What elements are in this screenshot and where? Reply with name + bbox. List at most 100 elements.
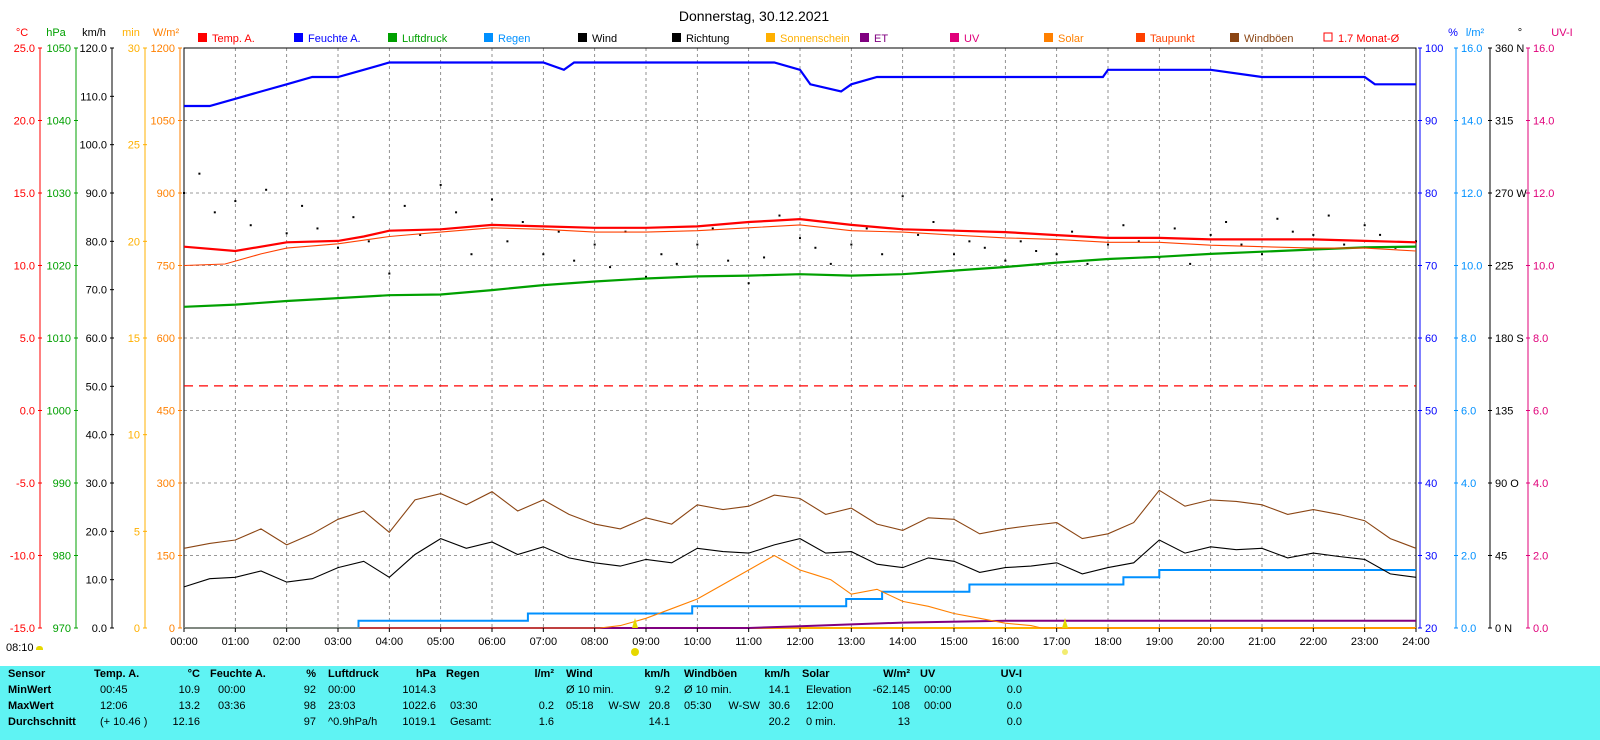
series-line-regen (184, 569, 1416, 629)
axis-tick-label-direction: 225 (1495, 261, 1513, 273)
axis-tick-label-temp: 5.0 (20, 333, 35, 345)
stats-table: Sensor Temp. A. Feuchte A. Luftdruck Regen Wi… (0, 666, 1600, 740)
series-point-richtung (881, 253, 884, 256)
stats-solar-value: -62.145 (872, 684, 910, 696)
stats-humidity-value: 97 (303, 716, 316, 728)
axis-tick-label-sunshine: 15 (128, 333, 140, 345)
series-point-richtung (285, 232, 288, 235)
stats-gust-value: 30.6 (768, 700, 790, 712)
stats-pressure-time: 23:03 (328, 700, 356, 712)
axis-tick-label-uv: 8.0 (1533, 333, 1548, 345)
stats-pressure-value: 1014.3 (402, 684, 436, 696)
series-point-richtung (747, 282, 750, 285)
series-point-richtung (491, 198, 493, 201)
stats-header-4: Regen (446, 668, 480, 680)
series-point-richtung (829, 262, 832, 265)
stats-pressure-time: ^0.9hPa/h (328, 716, 378, 728)
stats-header-8: UV (920, 668, 936, 680)
stats-wind-label: Ø 10 min. (566, 684, 614, 696)
series-point-richtung (265, 188, 268, 191)
stats-row-label: Durchschnitt (8, 716, 76, 728)
series-point-richtung (593, 243, 596, 246)
stats-temp-value: 13.2 (178, 700, 200, 712)
series-point-richtung (403, 204, 406, 207)
axis-tick-label-solar: 1200 (151, 43, 175, 55)
series-line-et (184, 619, 1416, 629)
series-point-richtung (301, 204, 304, 207)
series-point-richtung (1137, 240, 1140, 243)
stats-humidity-time: 03:36 (218, 700, 246, 712)
axis-tick-label-temp: 20.0 (14, 116, 35, 128)
series-point-richtung (1327, 214, 1330, 217)
axis-tick-label-rain: 10.0 (1461, 261, 1482, 273)
series-point-richtung (727, 259, 730, 262)
axis-tick-label-uv: 2.0 (1533, 551, 1548, 563)
series-point-richtung (1276, 217, 1279, 220)
stats-rain-value: 1.6 (538, 716, 554, 728)
series-point-richtung (1071, 230, 1074, 233)
stats-temp-value: 10.9 (178, 684, 200, 696)
series-point-richtung (917, 233, 920, 236)
x-tick-label: 11:00 (735, 636, 762, 648)
axes: °C 25.0 20.0 15.0 10.0 5.0 0.0 -5.0 -10.0 -15.0 hP… (10, 27, 1573, 635)
stats-solar-value: 13 (897, 716, 910, 728)
series-point-richtung (1086, 262, 1089, 265)
series-point-richtung (1209, 233, 1212, 236)
series-point-richtung (470, 253, 473, 256)
x-tick-label: 05:00 (427, 636, 455, 648)
axis-tick-label-direction: 135 (1495, 406, 1513, 418)
axis-tick-label-rain: 6.0 (1461, 406, 1476, 418)
axis-tick-label-humidity: 20 (1425, 623, 1437, 635)
series-point-richtung (419, 233, 422, 236)
stats-uv-time: 00:00 (924, 684, 952, 696)
legend-label-7: ET (874, 33, 888, 45)
axis-tick-label-wind: 30.0 (86, 478, 107, 490)
axis-tick-label-direction: 45 (1495, 551, 1507, 563)
series-point-richtung (455, 211, 458, 214)
stats-header-6: Windböen (684, 668, 738, 680)
axis-tick-label-direction: 0 N (1495, 623, 1512, 635)
legend-label-2: Luftdruck (402, 33, 448, 45)
stats-solar-label: 12:00 (806, 700, 834, 712)
x-tick-label: 17:00 (1043, 636, 1071, 648)
stats-solar-value: 108 (891, 700, 910, 712)
axis-tick-label-wind: 50.0 (86, 381, 107, 393)
legend-label-10: Taupunkt (1150, 33, 1195, 45)
stats-solar-label: 0 min. (806, 716, 836, 728)
series-point-richtung (542, 253, 545, 256)
stats-uv-value: 0.0 (1006, 684, 1022, 696)
x-tick-label: 21:00 (1248, 636, 1276, 648)
axis-unit-wind: km/h (82, 27, 106, 39)
series-point-richtung (573, 259, 576, 262)
series-point-richtung (1055, 253, 1058, 256)
x-tick-label: 22:00 (1300, 636, 1328, 648)
series-line-windb-en (183, 489, 1417, 549)
series-point-richtung (439, 183, 442, 186)
series-point-richtung (352, 216, 355, 219)
sunrise-icon (35, 646, 43, 651)
series-point-richtung (711, 227, 714, 230)
x-tick-label: 14:00 (889, 636, 917, 648)
axis-tick-label-uv: 12.0 (1533, 188, 1554, 200)
series-point-richtung (1004, 259, 1007, 262)
legend-swatch-5 (672, 33, 681, 42)
series-line-wind (183, 537, 1417, 588)
stats-row-label: MaxWert (8, 700, 54, 712)
legend-label-1: Feuchte A. (308, 33, 361, 45)
x-tick-label: 00:00 (170, 636, 198, 648)
axis-tick-label-temp: -5.0 (16, 478, 35, 490)
stats-header-unit-2: % (306, 668, 316, 680)
series-point-richtung (198, 172, 201, 175)
axis-unit-uv: UV-I (1551, 27, 1572, 39)
series-point-richtung (234, 200, 237, 203)
axis-tick-label-temp: 10.0 (14, 261, 35, 273)
axis-unit-pressure: hPa (46, 27, 66, 39)
legend-label-3: Regen (498, 33, 530, 45)
stats-header-unit-1: °C (187, 668, 200, 680)
legend-label-4: Wind (592, 33, 617, 45)
series-point-richtung (367, 240, 370, 243)
series-point-richtung (1107, 243, 1109, 246)
stats-temp-time: 12:06 (100, 700, 128, 712)
axis-tick-label-sunshine: 20 (128, 236, 140, 248)
series-point-richtung (675, 262, 678, 265)
